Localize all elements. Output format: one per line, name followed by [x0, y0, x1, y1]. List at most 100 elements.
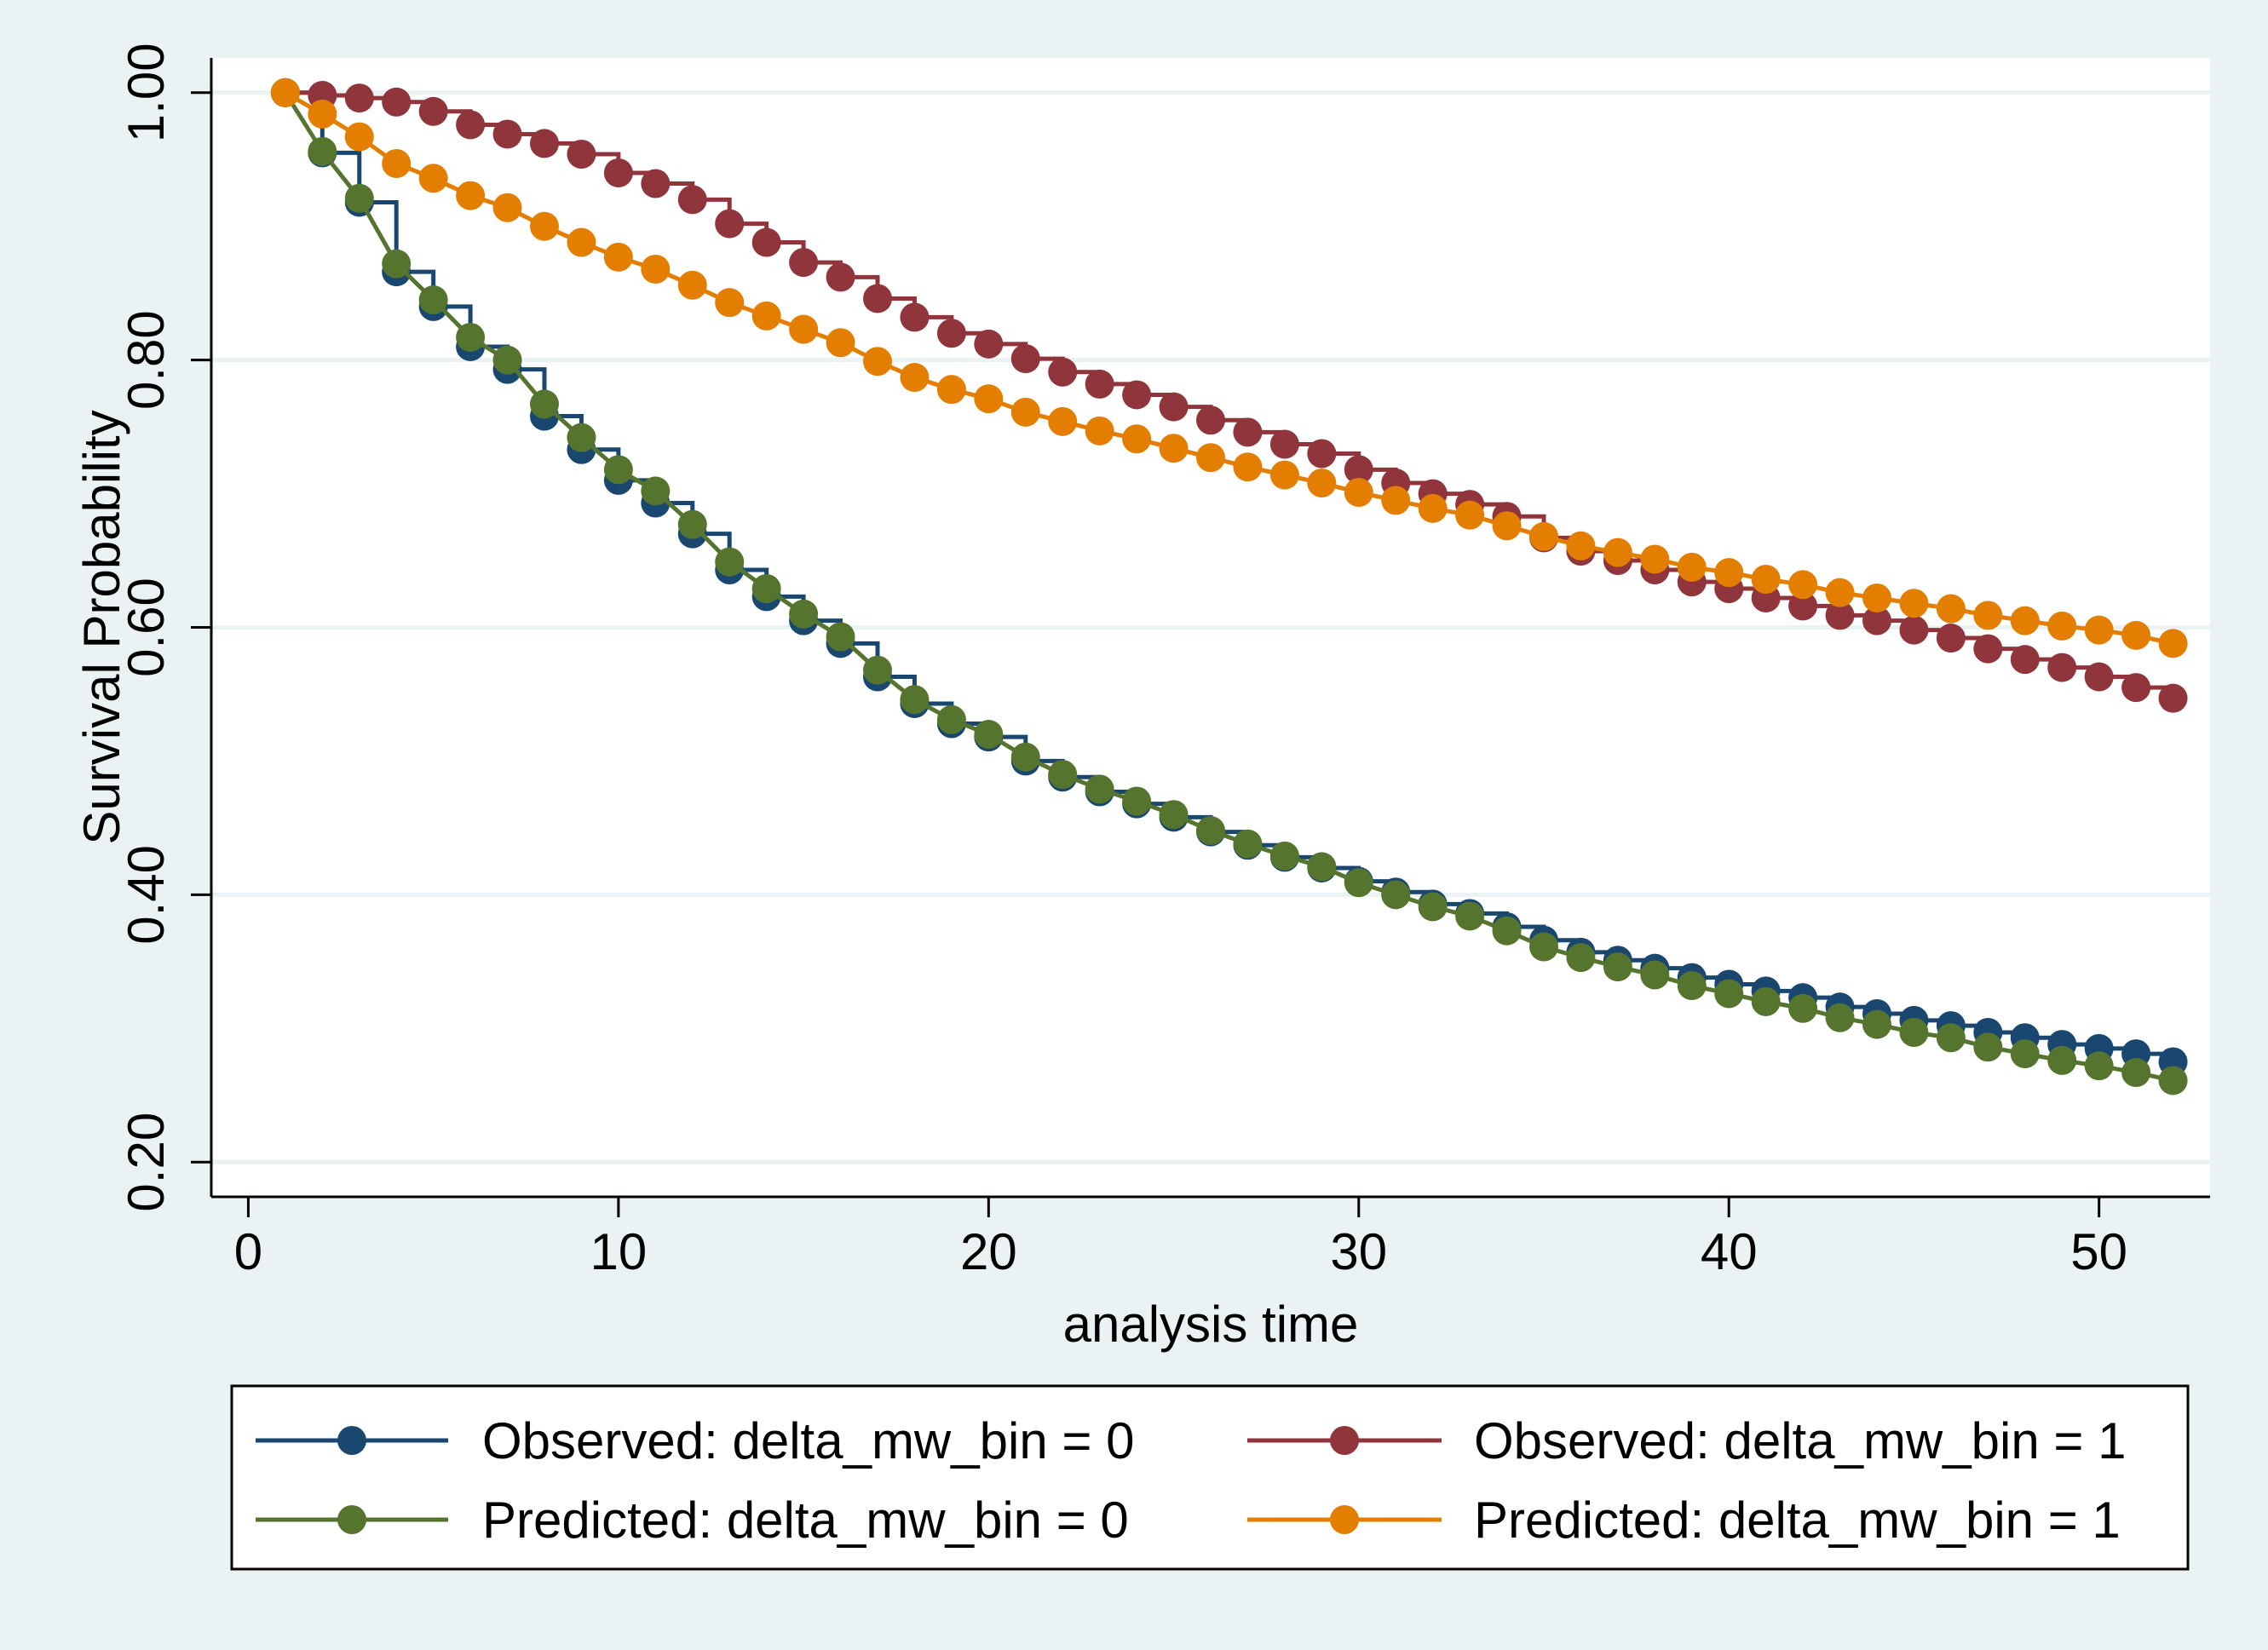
data-point	[751, 227, 781, 257]
data-point	[1640, 960, 1670, 990]
data-point	[1936, 594, 1966, 624]
data-point	[1048, 357, 1078, 387]
data-point	[1492, 916, 1522, 946]
data-point	[1862, 1009, 1891, 1039]
data-point	[1825, 578, 1855, 607]
data-point	[1825, 1003, 1855, 1032]
data-point	[418, 164, 448, 193]
data-point	[1529, 521, 1558, 551]
data-point	[1307, 439, 1337, 469]
data-point	[789, 599, 819, 629]
data-point	[900, 685, 930, 715]
data-point	[1196, 443, 1225, 473]
data-point	[1566, 531, 1596, 561]
x-axis-title: analysis time	[1063, 1296, 1359, 1353]
data-point	[1159, 434, 1189, 463]
data-point	[2047, 611, 2077, 641]
data-point	[863, 284, 892, 313]
legend-label: Predicted: delta_mw_bin = 1	[1474, 1492, 2121, 1549]
data-point	[715, 209, 745, 239]
data-point	[1307, 469, 1337, 498]
data-point	[382, 87, 412, 117]
data-point	[1307, 852, 1337, 882]
data-point	[826, 328, 855, 358]
data-point	[1788, 993, 1818, 1023]
data-point	[715, 547, 745, 577]
data-point	[1269, 460, 1299, 490]
data-point	[492, 119, 522, 149]
data-point	[2084, 662, 2114, 692]
data-point	[1973, 601, 2003, 630]
x-tick-label: 50	[2070, 1223, 2127, 1280]
data-point	[2158, 629, 2188, 658]
data-point	[826, 622, 855, 652]
data-point	[1492, 511, 1522, 541]
data-point	[1085, 416, 1114, 446]
data-point	[1677, 552, 1707, 582]
data-point	[936, 319, 966, 348]
data-point	[2121, 1058, 2151, 1088]
legend-item: Predicted: delta_mw_bin = 1	[1247, 1492, 2121, 1549]
data-point	[1085, 369, 1114, 399]
data-point	[863, 655, 892, 685]
series-2	[270, 78, 2188, 713]
data-point	[1751, 565, 1781, 595]
data-point	[1751, 986, 1781, 1016]
data-point	[1418, 493, 1448, 523]
x-tick-label: 30	[1330, 1223, 1387, 1280]
data-point	[1048, 406, 1078, 436]
data-point	[1122, 380, 1152, 410]
data-point	[677, 270, 707, 300]
data-point	[863, 347, 892, 377]
data-point	[1862, 606, 1891, 635]
data-point	[1788, 591, 1818, 621]
data-point	[603, 242, 633, 272]
data-point	[1344, 868, 1373, 898]
x-tick-label: 10	[590, 1223, 648, 1280]
data-point	[1159, 800, 1189, 830]
series-3	[270, 78, 2188, 1095]
data-point	[1196, 816, 1225, 846]
legend-label: Predicted: delta_mw_bin = 0	[482, 1492, 1129, 1549]
data-point	[1269, 429, 1299, 459]
data-point	[1085, 774, 1114, 804]
data-point	[1233, 417, 1263, 447]
data-point	[900, 363, 930, 393]
data-point	[1233, 829, 1263, 859]
legend-box	[230, 1384, 2190, 1571]
data-point	[900, 302, 930, 332]
legend-swatch-marker	[337, 1505, 366, 1534]
data-point	[456, 322, 486, 352]
y-tick-label: 0.40	[118, 845, 175, 945]
data-point	[677, 185, 707, 215]
data-point	[418, 285, 448, 315]
series-line	[284, 90, 2174, 646]
x-tick-label: 40	[1701, 1223, 1758, 1280]
data-point	[974, 720, 1004, 750]
data-point	[1566, 943, 1596, 973]
data-point	[1936, 1023, 1966, 1053]
data-point	[1122, 786, 1152, 816]
y-tick-label: 0.80	[118, 310, 175, 410]
data-point	[1122, 424, 1152, 454]
data-point	[1269, 841, 1299, 871]
series-4	[270, 78, 2188, 658]
legend-label: Observed: delta_mw_bin = 1	[1474, 1412, 2126, 1469]
data-point	[456, 181, 486, 210]
data-point	[456, 110, 486, 140]
data-point	[2084, 615, 2114, 645]
legend-swatch-marker	[1330, 1505, 1359, 1534]
data-point	[1677, 971, 1707, 1001]
legend: Observed: delta_mw_bin = 0 Observed: delt…	[230, 1384, 2190, 1571]
data-point	[308, 136, 337, 166]
data-point	[1825, 601, 1855, 630]
y-axis-title: Survival Probability	[73, 410, 130, 844]
data-point	[1899, 589, 1929, 618]
data-point	[1010, 397, 1040, 427]
data-point	[492, 345, 522, 375]
axes	[191, 58, 2210, 1217]
legend-swatch-marker	[337, 1426, 366, 1455]
data-point	[1455, 500, 1485, 530]
